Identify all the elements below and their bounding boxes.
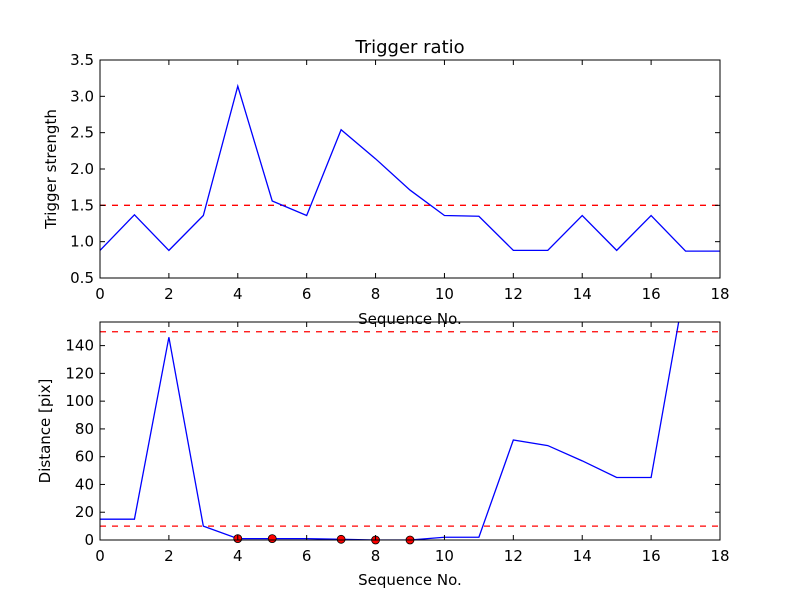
y-tick-label: 3.5 [70,51,94,69]
x-tick-label: 0 [95,285,105,303]
x-tick-label: 16 [642,285,661,303]
x-tick-label: 10 [435,547,454,565]
y-tick-label: 1.5 [70,196,94,214]
x-tick-label: 8 [371,547,381,565]
chart-title: Trigger ratio [354,37,464,58]
x-tick-label: 10 [435,285,454,303]
series-line [100,83,720,252]
x-tick-label: 18 [710,547,729,565]
y-tick-label: 3.0 [70,87,94,105]
distance-panel: Distance [pix] Sequence No. 0 2 4 6 8 10 12 14 1… [36,321,730,589]
x-tick-label: 2 [164,547,174,565]
x-tick-label: 14 [573,285,592,303]
x-tick-label: 12 [504,547,523,565]
y-tick-label: 60 [75,448,94,466]
y-tick-label: 2.0 [70,160,94,178]
data-layer [100,83,720,252]
trigger-ratio-panel: Trigger ratio Trigger strength Sequence … [42,37,730,328]
data-layer [100,322,720,540]
y-tick-label: 1.0 [70,233,94,251]
y-tick-label: 40 [75,475,94,493]
x-tick-label: 14 [573,547,592,565]
y-tick-label: 120 [65,364,94,382]
y-tick-label: 0 [84,531,94,549]
series-line [100,322,680,540]
data-point-marker [336,534,346,544]
y-tick-label: 100 [65,392,94,410]
x-tick-label: 16 [642,547,661,565]
y-tick-label: 80 [75,420,94,438]
plot-area: 0 2 4 6 8 10 12 14 16 18 0 20 40 60 80 100 120 140 [65,321,730,565]
y-tick-label: 20 [75,503,94,521]
y-tick-label: 2.5 [70,124,94,142]
x-axis-label: Sequence No. [358,571,462,589]
x-tick-label: 4 [233,547,243,565]
axes-frame [99,321,721,541]
data-point-marker [267,534,277,544]
y-tick-label: 140 [65,337,94,355]
y-axis-label: Trigger strength [42,109,60,230]
plot-area: 0 2 4 6 8 10 12 14 16 18 0.5 1.0 1.5 2.0 2.5 3.0 3.5 [70,51,729,303]
x-tick-label: 4 [233,285,243,303]
x-tick-label: 2 [164,285,174,303]
x-tick-label: 8 [371,285,381,303]
x-tick-label: 6 [302,285,312,303]
y-tick-label: 0.5 [70,269,94,287]
x-tick-label: 0 [95,547,105,565]
x-tick-label: 6 [302,547,312,565]
x-tick-label: 12 [504,285,523,303]
x-axis-label: Sequence No. [358,310,462,328]
y-axis-label: Distance [pix] [36,379,54,484]
x-tick-label: 18 [710,285,729,303]
